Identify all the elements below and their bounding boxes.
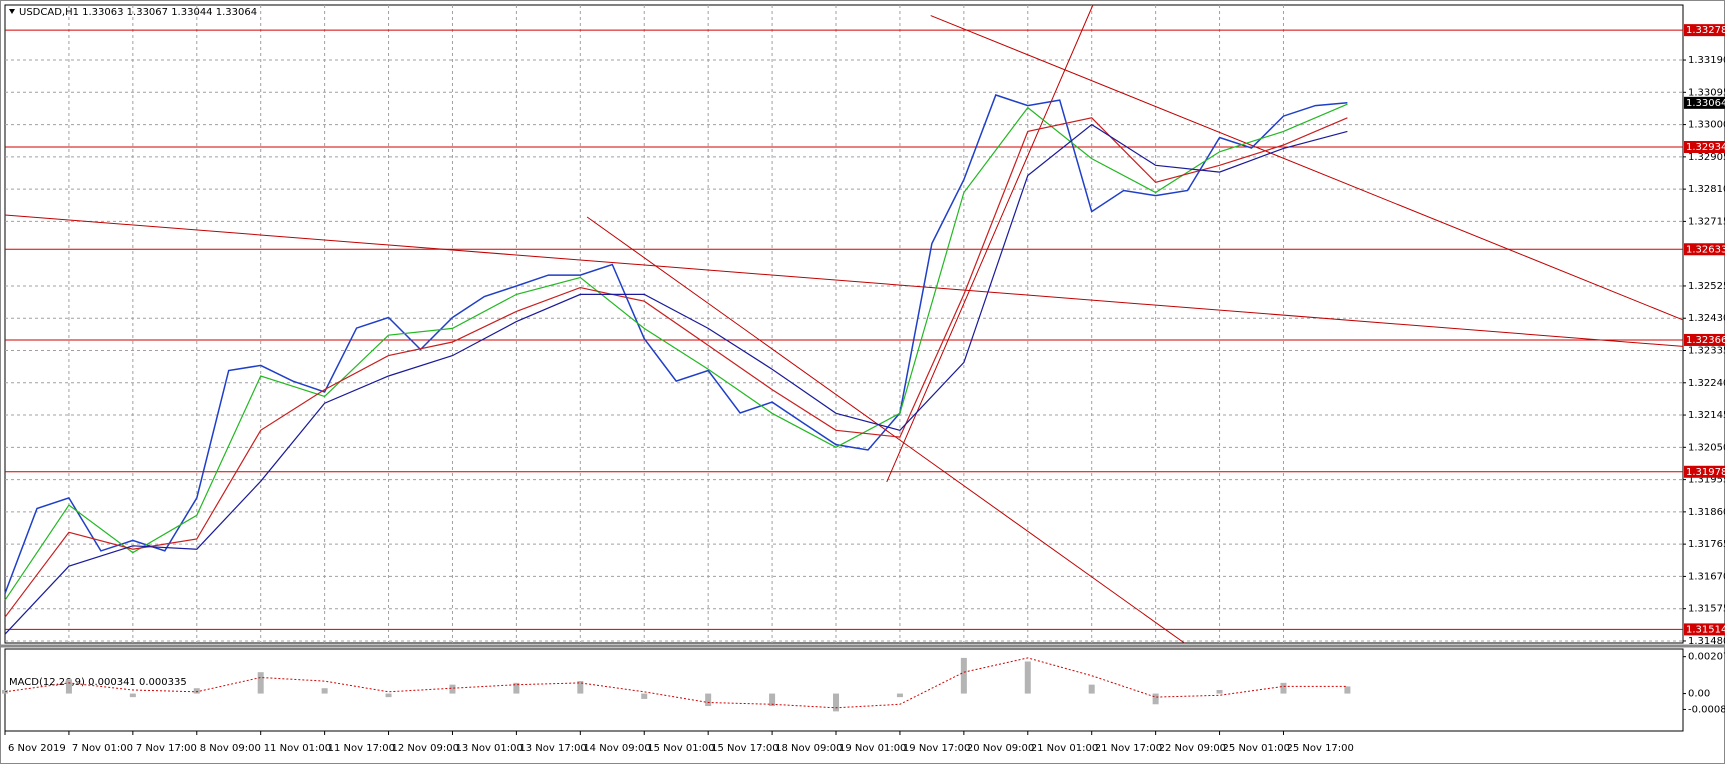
level-label-box (1684, 465, 1725, 478)
x-tick-label: 21 Nov 01:00 (1031, 743, 1098, 754)
macd-signal (4, 657, 1348, 709)
macd-bar (193, 688, 200, 694)
y-tick-label: 1.31765 (1688, 539, 1725, 550)
y-tick-label: 1.32810 (1688, 184, 1725, 195)
macd-bar (321, 688, 328, 694)
y-tick-label: 1.32905 (1688, 152, 1725, 163)
price-line (4, 94, 1348, 594)
macd-bar (257, 672, 264, 694)
x-tick-label: 25 Nov 01:00 (1223, 743, 1290, 754)
level-label: 1.32366 (1686, 335, 1725, 346)
level-label-box (1684, 24, 1725, 37)
y-tick-label: 1.31480 (1688, 636, 1725, 647)
level-label: 1.32633 (1686, 244, 1725, 255)
x-tick-label: 7 Nov 01:00 (72, 743, 133, 754)
macd-bar (1280, 682, 1287, 694)
y-tick-label: 1.31955 (1688, 475, 1725, 486)
level-label: 1.32934 (1686, 142, 1725, 153)
y-tick-label: 1.32715 (1688, 216, 1725, 227)
x-tick-label: 13 Nov 01:00 (455, 743, 522, 754)
x-tick-label: 7 Nov 17:00 (136, 743, 197, 754)
y-tick-label: 1.33190 (1688, 55, 1725, 66)
x-tick-label: 21 Nov 17:00 (1095, 743, 1162, 754)
y-tick-label: 1.31670 (1688, 571, 1725, 582)
y-tick-label: 0.00207 (1688, 652, 1725, 663)
level-label: 1.33278 (1686, 25, 1725, 36)
macd-bar (1088, 684, 1095, 694)
macd-title: MACD(12,26,9) 0.000341 0.000335 (9, 677, 187, 688)
x-tick-label: 19 Nov 17:00 (903, 743, 970, 754)
moving-average (4, 123, 1348, 635)
macd-bar (896, 693, 903, 698)
y-tick-label: 1.33095 (1688, 87, 1725, 98)
current-price-label: 1.33064 (1686, 98, 1725, 109)
level-label-box (1684, 243, 1725, 256)
y-tick-label: 1.32335 (1688, 345, 1725, 356)
x-tick-label: 11 Nov 01:00 (264, 743, 331, 754)
macd-bar (705, 693, 712, 707)
level-label-box (1684, 623, 1725, 636)
macd-bar (833, 693, 840, 712)
trend-line (4, 214, 1684, 347)
macd-bar (385, 693, 392, 698)
menu-arrow[interactable] (9, 9, 15, 14)
macd-bar (449, 684, 456, 694)
level-label-box (1684, 141, 1725, 154)
macd-bar (641, 693, 648, 699)
macd-bar (960, 657, 967, 694)
y-tick-label: 1.32525 (1688, 281, 1725, 292)
x-tick-label: 13 Nov 17:00 (519, 743, 586, 754)
x-tick-label: 8 Nov 09:00 (200, 743, 261, 754)
y-tick-label: 1.31575 (1688, 604, 1725, 615)
x-tick-label: 18 Nov 09:00 (775, 743, 842, 754)
x-tick-label: 6 Nov 2019 (8, 743, 66, 754)
level-label: 1.31978 (1686, 467, 1725, 478)
macd-bar (513, 682, 520, 694)
moving-average (4, 103, 1348, 601)
y-tick-label: 1.32240 (1688, 378, 1725, 389)
y-tick-label: -0.00089 (1688, 704, 1725, 715)
y-tick-label: 1.31860 (1688, 507, 1725, 518)
macd-bar (129, 693, 136, 698)
macd-bar (65, 679, 72, 694)
y-tick-label: 1.32145 (1688, 410, 1725, 421)
x-tick-label: 22 Nov 09:00 (1159, 743, 1226, 754)
moving-average (4, 117, 1348, 618)
macd-bar (1152, 693, 1159, 705)
y-tick-label: 1.32430 (1688, 313, 1725, 324)
level-label-box (1684, 333, 1725, 346)
x-tick-label: 15 Nov 17:00 (711, 743, 778, 754)
macd-bar (1024, 661, 1031, 694)
y-tick-label: 1.32050 (1688, 442, 1725, 453)
macd-bar (1344, 686, 1351, 694)
x-tick-label: 19 Nov 01:00 (839, 743, 906, 754)
y-tick-label: 1.33000 (1688, 120, 1725, 131)
trend-line (886, 4, 1094, 483)
trend-line (930, 15, 1684, 321)
macd-bar (769, 693, 776, 707)
main-plot-border (4, 4, 1684, 644)
x-tick-label: 14 Nov 09:00 (583, 743, 650, 754)
x-tick-label: 15 Nov 01:00 (647, 743, 714, 754)
chart-title: USDCAD,H1 1.33063 1.33067 1.33044 1.3306… (19, 7, 257, 18)
current-price-box (1684, 96, 1725, 109)
x-tick-label: 20 Nov 09:00 (967, 743, 1034, 754)
x-tick-label: 25 Nov 17:00 (1286, 743, 1353, 754)
level-label: 1.31514 (1686, 624, 1725, 635)
macd-bar (577, 681, 584, 694)
macd-bar (1216, 690, 1223, 694)
y-tick-label: 0.00 (1688, 689, 1710, 700)
x-tick-label: 12 Nov 09:00 (392, 743, 459, 754)
x-tick-label: 11 Nov 17:00 (328, 743, 395, 754)
